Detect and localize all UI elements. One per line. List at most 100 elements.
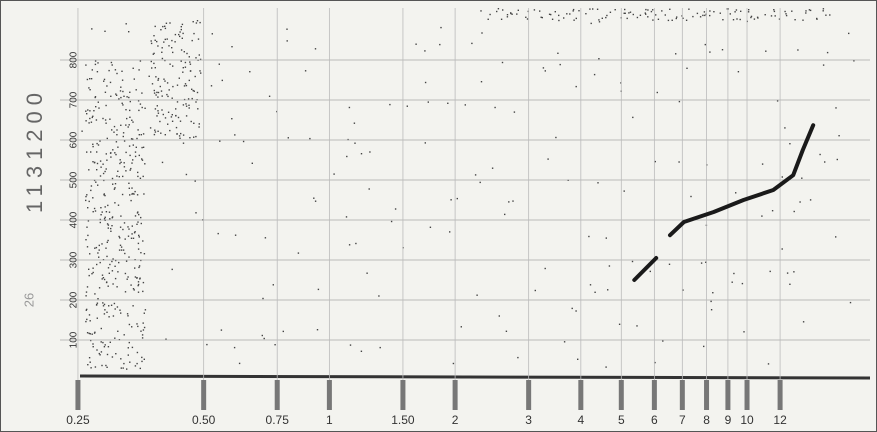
speckle <box>180 28 182 31</box>
speckle <box>761 215 763 217</box>
speckle <box>193 32 195 35</box>
speckle <box>139 177 142 179</box>
speckle <box>690 195 692 198</box>
speckle <box>108 211 111 213</box>
speckle <box>195 101 197 103</box>
speckle <box>210 85 213 87</box>
speckle <box>137 175 139 178</box>
x-tick-label: 0.75 <box>266 413 290 427</box>
speckle <box>134 365 137 367</box>
speckle <box>160 132 162 134</box>
speckle <box>106 311 108 313</box>
speckle <box>90 121 93 123</box>
speckle <box>122 104 124 106</box>
speckle <box>132 121 134 123</box>
speckle <box>137 242 140 245</box>
speckle <box>127 235 130 237</box>
speckle <box>143 253 146 255</box>
speckle <box>114 277 117 280</box>
speckle <box>161 57 164 60</box>
speckle <box>91 333 93 335</box>
speckle <box>262 297 264 300</box>
speckle <box>157 77 160 80</box>
speckle <box>440 26 442 29</box>
speckle <box>127 354 129 356</box>
speckle <box>626 17 628 20</box>
speckle <box>109 81 112 84</box>
speckle <box>163 41 165 43</box>
speckle <box>191 39 193 42</box>
speckle <box>491 167 494 169</box>
speckle <box>764 14 766 16</box>
speckle <box>88 200 90 203</box>
speckle <box>464 104 466 106</box>
speckle <box>110 227 112 230</box>
speckle <box>129 109 131 112</box>
speckle <box>104 91 107 93</box>
speckle <box>721 49 724 51</box>
speckle <box>189 63 192 65</box>
speckle <box>166 82 169 84</box>
speckle <box>81 130 83 132</box>
speckle <box>636 325 638 327</box>
speckle <box>105 104 107 107</box>
speckle <box>112 315 115 317</box>
speckle <box>100 166 102 168</box>
speckle <box>129 169 131 171</box>
speckle <box>154 67 156 69</box>
speckle <box>558 19 560 22</box>
speckle <box>103 303 106 306</box>
speckle <box>219 140 221 142</box>
speckle <box>87 364 89 366</box>
speckle <box>184 66 187 68</box>
speckle <box>120 96 122 99</box>
x-tick-marker <box>679 380 685 410</box>
x-tick-marker <box>618 380 624 410</box>
speckle <box>116 72 118 75</box>
speckle <box>111 129 113 131</box>
speckle <box>189 70 192 72</box>
speckle <box>112 258 114 260</box>
speckle <box>150 40 152 42</box>
speckle <box>132 288 135 290</box>
speckle <box>164 27 167 30</box>
speckle <box>737 71 740 73</box>
speckle <box>154 131 157 133</box>
speckle <box>111 270 114 272</box>
speckle <box>761 163 764 165</box>
speckle <box>123 362 125 365</box>
speckle <box>138 154 140 157</box>
speckle <box>476 294 478 296</box>
speckle <box>195 22 198 24</box>
speckle <box>154 39 156 41</box>
speckle <box>748 9 750 11</box>
speckle <box>129 100 131 103</box>
speckle <box>578 10 580 12</box>
speckle <box>242 140 245 143</box>
speckle <box>166 38 168 40</box>
speckle <box>512 200 514 202</box>
x-tick-marker <box>326 380 332 410</box>
speckle <box>125 109 127 111</box>
x-tick-marker <box>725 380 731 410</box>
speckle <box>111 225 113 227</box>
speckle <box>480 10 482 12</box>
speckle <box>127 315 129 317</box>
speckle <box>95 119 98 121</box>
frame-number: 26 <box>21 293 36 307</box>
speckle <box>104 216 106 218</box>
speckle <box>154 129 156 131</box>
speckle <box>157 96 159 98</box>
speckle <box>794 19 796 21</box>
speckle <box>113 188 116 190</box>
speckle <box>186 52 188 55</box>
speckle <box>618 323 621 325</box>
speckle <box>735 192 737 194</box>
speckle <box>144 107 146 109</box>
speckle <box>141 334 144 336</box>
speckle <box>112 283 114 285</box>
speckle <box>90 189 92 192</box>
speckle <box>153 35 155 37</box>
speckle <box>102 302 104 304</box>
x-tick-label: 8 <box>703 413 710 427</box>
